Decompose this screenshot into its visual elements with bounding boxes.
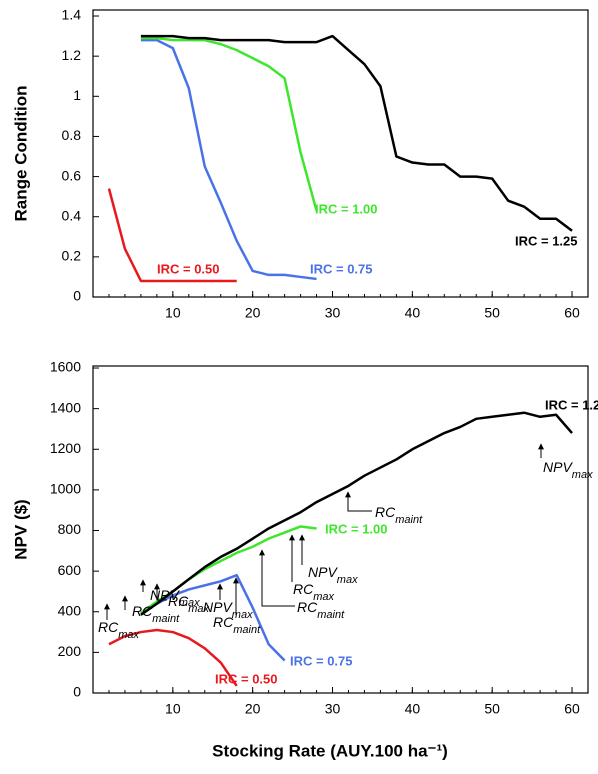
- annotation-sub: max: [313, 591, 334, 603]
- annotation: NPVmax: [150, 587, 200, 609]
- x-tick-label: 20: [245, 305, 261, 321]
- series-label: IRC = 1.25: [515, 233, 578, 248]
- series-label: IRC = 0.75: [290, 653, 353, 668]
- y-tick-label: 800: [58, 521, 82, 537]
- x-tick-label: 60: [564, 305, 580, 321]
- y-axis-label: Range Condition: [11, 86, 30, 222]
- annotation: RCmaint: [213, 614, 261, 636]
- series-label: IRC = 1.00: [315, 201, 378, 216]
- annotation-text: RC: [168, 593, 189, 609]
- annotation-sub: maint: [152, 613, 180, 625]
- y-tick-label: 0: [73, 684, 81, 700]
- annotation-text: RC: [213, 614, 234, 630]
- annotation: NPVmax: [308, 564, 358, 586]
- annotation-arrow: [259, 549, 295, 607]
- y-tick-label: 0: [73, 288, 81, 304]
- y-axis-label: NPV ($): [11, 499, 30, 559]
- series-line: [140, 36, 318, 212]
- series-label: IRC = 1.25: [545, 397, 598, 412]
- x-tick-label: 40: [405, 701, 421, 717]
- annotation-sub: max: [337, 574, 358, 586]
- y-tick-label: 0.8: [62, 127, 82, 143]
- x-tick-label: 10: [165, 305, 181, 321]
- annotation: RCmaint: [132, 603, 180, 625]
- series-label: IRC = 1.00: [325, 521, 388, 536]
- y-tick-label: 1.4: [62, 7, 82, 23]
- x-tick-label: 50: [484, 305, 500, 321]
- annotation-arrow: [345, 491, 372, 512]
- y-tick-label: 1600: [50, 359, 81, 375]
- y-tick-label: 0.4: [62, 207, 82, 223]
- y-tick-label: 1: [73, 87, 81, 103]
- annotation: RCmax: [293, 581, 335, 603]
- x-tick-label: 30: [325, 701, 341, 717]
- annotation-sub: maint: [395, 514, 423, 526]
- x-tick-label: 40: [405, 305, 421, 321]
- y-tick-label: 1400: [50, 399, 81, 415]
- series-label: IRC = 0.75: [310, 261, 373, 276]
- series-line: [140, 34, 573, 232]
- y-tick-label: 0.2: [62, 248, 82, 264]
- annotation-sub: max: [232, 609, 253, 621]
- series-label: IRC = 0.50: [157, 261, 220, 276]
- x-tick-label: 20: [245, 701, 261, 717]
- plot-frame: [92, 365, 589, 694]
- y-tick-label: 0.6: [62, 167, 82, 183]
- x-tick-label: 50: [484, 701, 500, 717]
- annotation-text: RC: [98, 619, 119, 635]
- annotation-sub: max: [118, 629, 139, 641]
- annotation: RCmaint: [297, 599, 345, 621]
- annotation: RCmax: [168, 593, 210, 615]
- y-tick-label: 1000: [50, 481, 81, 497]
- y-tick-label: 600: [58, 562, 82, 578]
- annotation: RCmax: [98, 619, 140, 641]
- y-tick-label: 200: [58, 643, 82, 659]
- y-tick-label: 1.2: [62, 47, 82, 63]
- x-tick-label: 10: [165, 701, 181, 717]
- x-axis-label: Stocking Rate (AUY.100 ha⁻¹): [212, 741, 448, 760]
- annotation-sub: max: [179, 597, 200, 609]
- annotation-text: NPV: [203, 599, 233, 615]
- x-tick-label: 30: [325, 305, 341, 321]
- series-line: [140, 411, 573, 616]
- annotation-arrow: [154, 583, 167, 601]
- annotation: NPVmax: [203, 599, 253, 621]
- series-label: IRC = 0.50: [215, 671, 278, 686]
- series-line: [140, 38, 317, 281]
- annotation-text: NPV: [150, 587, 180, 603]
- annotation-text: RC: [375, 504, 396, 520]
- annotation-text: NPV: [308, 564, 338, 580]
- annotation: NPVmax: [543, 459, 593, 481]
- annotation-text: NPV: [543, 459, 573, 475]
- annotation-text: RC: [297, 599, 318, 615]
- y-tick-label: 1200: [50, 440, 81, 456]
- series-line: [108, 628, 238, 687]
- annotation-text: RC: [293, 581, 314, 597]
- plot-frame: [92, 9, 589, 298]
- x-tick-label: 60: [564, 701, 580, 717]
- y-tick-label: 400: [58, 602, 82, 618]
- annotation: RCmaint: [375, 504, 423, 526]
- series-line: [107, 188, 237, 283]
- annotation-sub: max: [188, 603, 209, 615]
- annotation-sub: maint: [317, 609, 345, 621]
- annotation-sub: maint: [233, 624, 261, 636]
- annotation-text: RC: [132, 603, 153, 619]
- annotation-sub: max: [572, 469, 593, 481]
